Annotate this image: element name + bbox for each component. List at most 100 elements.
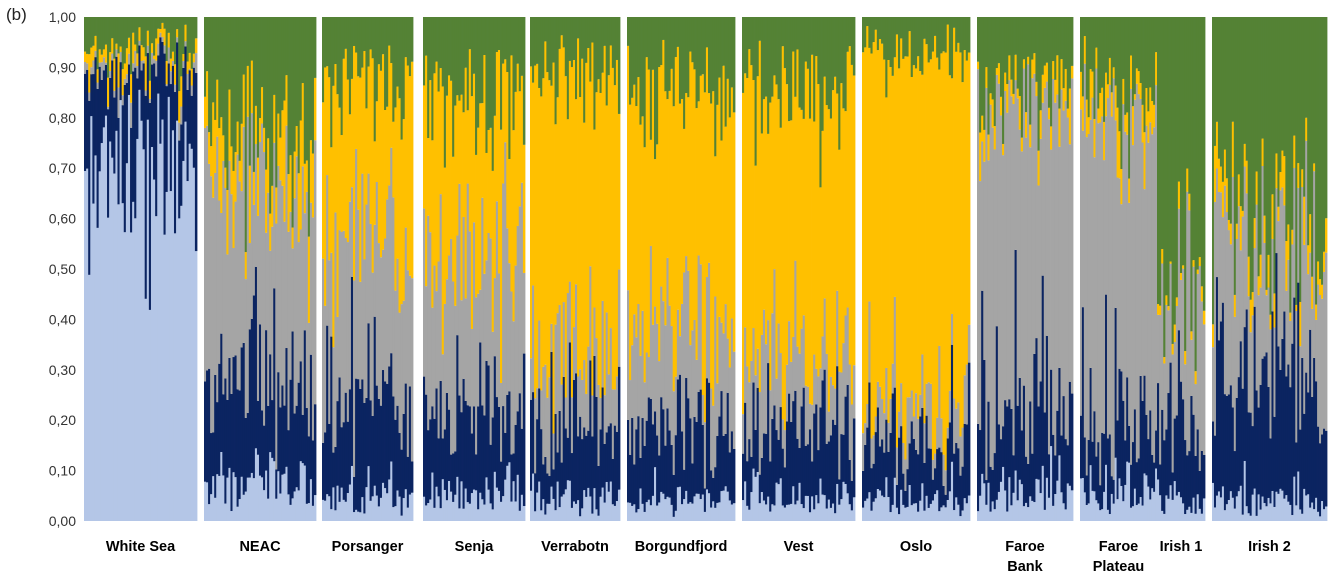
bar-segment — [100, 143, 104, 522]
bar-segment — [447, 255, 451, 410]
bar-segment — [303, 465, 307, 521]
bar-segment — [548, 476, 551, 504]
bar-segment — [788, 393, 791, 505]
bar-segment — [500, 501, 503, 521]
bar-segment — [1124, 440, 1127, 485]
bar-segment — [672, 17, 676, 107]
bar-segment — [398, 312, 401, 433]
bar-segment — [1167, 498, 1170, 521]
bar-segment — [140, 17, 143, 46]
bar-segment — [258, 118, 262, 143]
bar-segment — [641, 503, 645, 521]
bar-segment — [94, 57, 97, 156]
bar-segment — [1253, 17, 1257, 219]
bar-segment — [796, 346, 799, 439]
bar-segment — [834, 388, 837, 425]
bar-segment — [1081, 130, 1085, 308]
bar-segment — [1229, 385, 1233, 492]
bar-segment — [90, 67, 93, 75]
bar-segment — [866, 26, 869, 405]
bar-segment — [637, 416, 640, 510]
bar-segment — [991, 469, 995, 502]
bar-segment — [425, 394, 428, 506]
bar-segment — [377, 398, 381, 507]
population-label: Faroe — [1005, 539, 1045, 555]
bar-segment — [1171, 354, 1175, 473]
bar-segment — [375, 101, 379, 182]
bar-segment — [357, 379, 360, 512]
bar-segment — [1184, 17, 1187, 352]
bar-segment — [989, 17, 993, 94]
population-label: Verrabotn — [541, 539, 609, 555]
bar-segment — [1237, 206, 1241, 378]
bar-segment — [1106, 98, 1110, 439]
bar-segment — [462, 216, 466, 379]
bar-segment — [1253, 218, 1257, 249]
bar-segment — [125, 82, 129, 164]
bar-segment — [668, 305, 672, 431]
bar-segment — [299, 120, 303, 230]
bar-segment — [1245, 309, 1249, 507]
bar-segment — [150, 52, 154, 65]
bar-segment — [617, 17, 621, 114]
bar-segment — [722, 435, 726, 491]
bar-segment — [821, 17, 825, 131]
bar-segment — [676, 17, 680, 47]
bar-segment — [895, 34, 899, 448]
bar-segment — [1112, 479, 1116, 504]
bar-segment — [186, 17, 190, 62]
bar-segment — [866, 404, 869, 428]
bar-segment — [518, 91, 522, 207]
bar-segment — [297, 17, 301, 174]
bar-segment — [1263, 17, 1266, 216]
bar-segment — [676, 379, 680, 488]
bar-segment — [1279, 172, 1282, 191]
bar-segment — [985, 67, 988, 88]
bar-segment — [728, 452, 732, 501]
bar-segment — [313, 404, 317, 496]
bar-segment — [889, 67, 893, 399]
bar-segment — [127, 53, 131, 65]
bar-segment — [512, 17, 515, 131]
bar-segment — [439, 194, 443, 381]
bar-segment — [929, 59, 933, 384]
bar-segment — [934, 468, 937, 495]
bar-segment — [664, 445, 667, 500]
bar-segment — [942, 17, 945, 52]
bar-segment — [342, 58, 346, 231]
bar-segment — [1245, 17, 1249, 161]
bar-segment — [1261, 166, 1264, 359]
bar-segment — [234, 152, 237, 202]
bar-segment — [1047, 119, 1051, 455]
bar-segment — [1223, 185, 1227, 395]
bar-segment — [1200, 301, 1204, 451]
bar-segment — [224, 378, 227, 504]
bar-segment — [1070, 17, 1074, 66]
bar-segment — [510, 291, 513, 455]
bar-segment — [435, 291, 438, 389]
bar-segment — [705, 276, 709, 379]
bar-segment — [1031, 500, 1034, 521]
bar-segment — [1143, 375, 1146, 474]
bar-segment — [1157, 383, 1160, 480]
bar-segment — [361, 67, 364, 174]
bar-segment — [208, 17, 211, 133]
bar-segment — [1229, 17, 1233, 224]
bar-segment — [244, 17, 248, 253]
bar-segment — [862, 52, 865, 434]
bar-segment — [350, 187, 354, 277]
bar-segment — [1231, 497, 1235, 521]
bar-segment — [1014, 54, 1018, 81]
bar-segment — [710, 470, 713, 508]
bar-segment — [1313, 171, 1316, 358]
bar-segment — [712, 501, 715, 521]
bar-segment — [1054, 17, 1057, 80]
bar-segment — [532, 473, 535, 521]
bar-segment — [1192, 266, 1195, 415]
bar-segment — [460, 412, 463, 482]
bar-segment — [408, 275, 412, 387]
bar-segment — [510, 501, 513, 521]
bar-segment — [1105, 464, 1108, 521]
bar-segment — [674, 57, 678, 377]
bar-segment — [1259, 287, 1262, 385]
